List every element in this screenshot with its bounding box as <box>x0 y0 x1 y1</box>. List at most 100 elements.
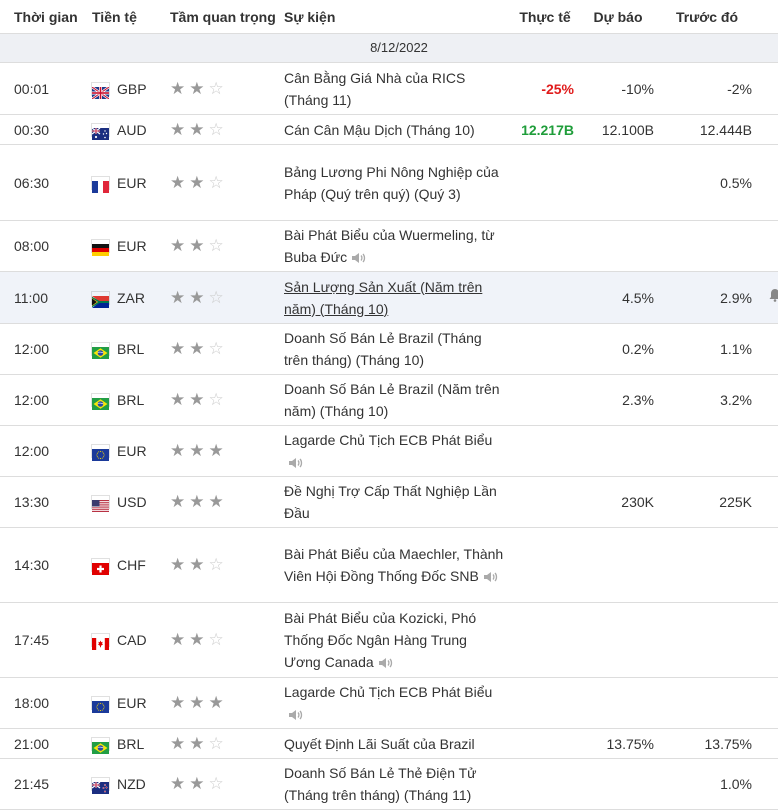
star-icon: ★ <box>170 339 190 358</box>
event-time: 08:00 <box>0 220 92 272</box>
star-icon: ☆ <box>208 555 228 574</box>
event-cell[interactable]: Cân Bằng Giá Nhà của RICS (Tháng 11) <box>284 62 512 115</box>
event-name[interactable]: Đề Nghị Trợ Cấp Thất Nghiệp Lần Đầu <box>284 483 497 521</box>
currency-code: USD <box>117 494 147 510</box>
event-cell[interactable]: Sản Lượng Sản Xuất (Năm trên năm) (Tháng… <box>284 271 512 324</box>
event-cell[interactable]: Doanh Số Bán Lẻ Brazil (Năm trên năm) (T… <box>284 374 512 426</box>
event-cell[interactable]: Lagarde Chủ Tịch ECB Phát Biểu <box>284 677 512 729</box>
eu-flag-icon <box>92 445 109 461</box>
star-icon: ★ <box>170 441 190 460</box>
event-row[interactable]: 00:01 GBP ★★☆ Cân Bằng Giá Nhà của RICS … <box>0 62 778 115</box>
event-forecast <box>578 144 658 221</box>
event-actual: -25% <box>512 62 578 115</box>
alert-cell <box>756 527 778 603</box>
event-row[interactable]: 14:30 CHF ★★☆ Bài Phát Biểu của Maechler… <box>0 527 778 603</box>
event-row[interactable]: 12:00 EUR ★★★ Lagarde Chủ Tịch ECB Phát … <box>0 425 778 477</box>
event-name[interactable]: Lagarde Chủ Tịch ECB Phát Biểu <box>284 432 493 448</box>
star-icon: ★ <box>189 172 209 192</box>
event-cell[interactable]: Doanh Số Bán Lẻ Brazil (Tháng trên tháng… <box>284 323 512 375</box>
event-cell[interactable]: Bài Phát Biểu của Maechler, Thành Viên H… <box>284 527 512 603</box>
event-previous: 1.1% <box>658 323 756 375</box>
header-forecast[interactable]: Dự báo <box>578 0 658 34</box>
speaker-icon <box>288 709 304 721</box>
alert-cell <box>756 220 778 272</box>
currency-code: BRL <box>117 735 145 752</box>
currency-cell: NZD <box>91 758 170 810</box>
star-icon: ★ <box>170 774 190 793</box>
event-time: 00:01 <box>0 62 92 115</box>
add-alert-bell-icon[interactable] <box>768 287 778 303</box>
event-name[interactable]: Bảng Lương Phi Nông Nghiệp của Pháp (Quý… <box>284 163 499 202</box>
event-row[interactable]: 00:30 AUD ★★☆ Cán Cân Mậu Dịch (Tháng 10… <box>0 114 778 145</box>
event-name[interactable]: Bài Phát Biểu của Wuermeling, từ Buba Đứ… <box>284 227 495 265</box>
event-row[interactable]: 12:00 BRL ★★☆ Doanh Số Bán Lẻ Brazil (Th… <box>0 323 778 375</box>
event-cell[interactable]: Lagarde Chủ Tịch ECB Phát Biểu <box>284 425 512 477</box>
event-name[interactable]: Cân Bằng Giá Nhà của RICS (Tháng 11) <box>284 69 466 108</box>
event-actual <box>512 476 578 528</box>
event-cell[interactable]: Đề Nghị Trợ Cấp Thất Nghiệp Lần Đầu <box>284 476 512 528</box>
au-flag-icon <box>91 124 109 140</box>
event-forecast <box>578 758 658 810</box>
event-previous <box>658 220 756 272</box>
event-row[interactable]: 12:00 BRL ★★☆ Doanh Số Bán Lẻ Brazil (Nă… <box>0 374 778 426</box>
header-time[interactable]: Thời gian <box>0 0 92 34</box>
event-name[interactable]: Bài Phát Biểu của Kozicki, Phó Thống Đốc… <box>284 610 477 670</box>
header-actual[interactable]: Thực tế <box>512 0 578 34</box>
alert-cell <box>756 728 778 759</box>
nz-flag-icon <box>91 778 109 794</box>
event-row[interactable]: 21:45 NZD ★★☆ Doanh Số Bán Lẻ Thẻ Điện T… <box>0 758 778 810</box>
event-cell[interactable]: Cán Cân Mậu Dịch (Tháng 10) <box>284 114 512 145</box>
event-actual <box>512 323 578 375</box>
alert-cell <box>756 114 778 145</box>
event-row[interactable]: 17:45 CAD ★★☆ Bài Phát Biểu của Kozicki,… <box>0 602 778 678</box>
event-name[interactable]: Lagarde Chủ Tịch ECB Phát Biểu <box>284 684 493 700</box>
event-cell[interactable]: Doanh Số Bán Lẻ Thẻ Điện Tử (Tháng trên … <box>284 758 512 810</box>
header-event[interactable]: Sự kiện <box>284 0 512 34</box>
event-actual <box>512 728 578 759</box>
event-name[interactable]: Bài Phát Biểu của Maechler, Thành Viên H… <box>284 546 504 584</box>
eu-flag-icon <box>92 697 109 713</box>
event-time: 00:30 <box>0 114 92 145</box>
alert-cell <box>756 602 778 678</box>
currency-cell: EUR <box>92 425 170 477</box>
event-cell[interactable]: Bảng Lương Phi Nông Nghiệp của Pháp (Quý… <box>284 144 512 221</box>
speaker-icon <box>351 252 367 264</box>
currency-cell: GBP <box>91 62 170 115</box>
event-previous: 2.9% <box>658 271 756 324</box>
event-row[interactable]: 11:00 ZAR ★★☆ Sản Lượng Sản Xuất (Năm tr… <box>0 271 778 324</box>
event-cell[interactable]: Bài Phát Biểu của Wuermeling, từ Buba Đứ… <box>284 220 512 272</box>
currency-code: EUR <box>117 238 147 254</box>
event-time: 21:00 <box>0 728 92 759</box>
event-name[interactable]: Sản Lượng Sản Xuất (Năm trên năm) (Tháng… <box>284 278 483 317</box>
event-cell[interactable]: Bài Phát Biểu của Kozicki, Phó Thống Đốc… <box>284 602 512 678</box>
event-time: 18:00 <box>0 677 92 729</box>
event-name[interactable]: Doanh Số Bán Lẻ Brazil (Năm trên năm) (T… <box>284 381 500 419</box>
event-forecast: -10% <box>578 62 658 115</box>
header-previous[interactable]: Trước đó <box>658 0 756 34</box>
event-name[interactable]: Quyết Định Lãi Suất của Brazil <box>284 735 475 752</box>
event-time: 12:00 <box>0 323 92 375</box>
event-name[interactable]: Doanh Số Bán Lẻ Brazil (Tháng trên tháng… <box>284 330 482 368</box>
header-importance[interactable]: Tầm quan trọng <box>170 0 284 34</box>
event-row[interactable]: 13:30 USD ★★★ Đề Nghị Trợ Cấp Thất Nghiệ… <box>0 476 778 528</box>
star-icon: ★ <box>189 774 209 793</box>
star-icon: ☆ <box>208 119 228 139</box>
event-cell[interactable]: Quyết Định Lãi Suất của Brazil <box>284 728 512 759</box>
star-icon: ★ <box>189 630 209 649</box>
event-row[interactable]: 08:00 EUR ★★☆ Bài Phát Biểu của Wuermeli… <box>0 220 778 272</box>
header-currency[interactable]: Tiền tệ <box>92 0 170 34</box>
star-icon: ★ <box>189 287 209 307</box>
star-icon: ★ <box>208 693 228 712</box>
speaker-icon <box>483 571 499 583</box>
currency-cell: BRL <box>92 728 170 759</box>
event-actual <box>512 527 578 603</box>
event-name[interactable]: Cán Cân Mậu Dịch (Tháng 10) <box>284 121 475 138</box>
event-row[interactable]: 18:00 EUR ★★★ Lagarde Chủ Tịch ECB Phát … <box>0 677 778 729</box>
event-row[interactable]: 21:00 BRL ★★☆ Quyết Định Lãi Suất của Br… <box>0 728 778 759</box>
currency-cell: CAD <box>92 602 170 678</box>
event-row[interactable]: 06:30 EUR ★★☆ Bảng Lương Phi Nông Nghiệp… <box>0 144 778 221</box>
star-icon: ☆ <box>208 172 228 192</box>
event-forecast: 4.5% <box>578 271 658 324</box>
currency-code: EUR <box>117 174 147 191</box>
event-name[interactable]: Doanh Số Bán Lẻ Thẻ Điện Tử (Tháng trên … <box>284 765 477 803</box>
